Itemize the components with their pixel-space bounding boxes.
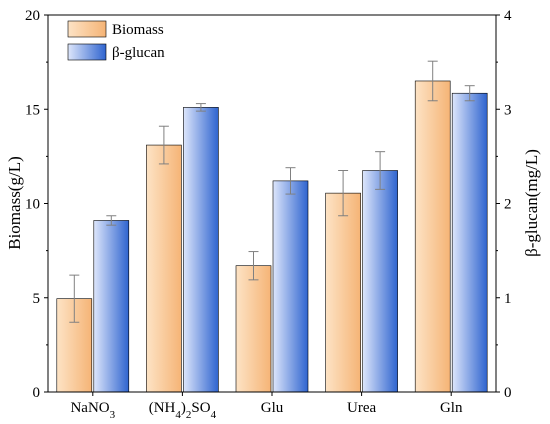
- x-tick-label-0: NaNO3: [70, 400, 115, 421]
- legend-label-beta-glucan: β-glucan: [112, 45, 165, 61]
- y-right-tick-label-4: 4: [504, 8, 512, 24]
- y-left-tick-label-3: 15: [25, 102, 40, 118]
- legend-swatch-biomass: [67, 20, 107, 38]
- legend: Biomass β-glucan: [67, 20, 165, 61]
- y-right-tick-label-1: 1: [504, 291, 512, 307]
- error-bar-beta-glucan-4: [464, 85, 475, 102]
- error-bar-biomass-4: [427, 60, 438, 102]
- x-tick-label-4: Gln: [440, 400, 463, 416]
- y-left-tick-label-1: 5: [33, 291, 41, 307]
- bars-layer: [56, 80, 488, 393]
- error-bar-beta-glucan-3: [375, 151, 386, 190]
- bar-biomass-4: [414, 80, 451, 393]
- axes-layer: NaNO3 (NH4)2SO4 Glu Urea Gln 0 5 10 15 20 0 1 2 3 4: [25, 8, 512, 421]
- y-axis-left-label: Biomass(g/L): [5, 156, 24, 250]
- y-left-tick-label-4: 20: [25, 8, 40, 24]
- y-axis-right-label: β-glucan(mg/L): [522, 149, 541, 257]
- bar-beta-glucan-1: [183, 107, 219, 393]
- legend-label-biomass: Biomass: [112, 22, 164, 38]
- y-right-tick-label-2: 2: [504, 197, 512, 213]
- error-bar-biomass-2: [248, 251, 259, 281]
- error-bar-biomass-0: [69, 274, 80, 323]
- bar-biomass-2: [235, 265, 272, 393]
- y-left-tick-label-0: 0: [33, 385, 41, 401]
- error-bar-beta-glucan-0: [106, 215, 117, 226]
- bar-beta-glucan-0: [93, 220, 130, 393]
- legend-swatch-beta-glucan: [67, 43, 107, 61]
- error-bar-beta-glucan-1: [195, 103, 206, 112]
- y-right-tick-label-0: 0: [504, 385, 512, 401]
- bar-biomass-1: [146, 144, 182, 393]
- bar-beta-glucan-4: [451, 92, 488, 393]
- bar-biomass-3: [325, 192, 361, 393]
- y-right-tick-label-3: 3: [504, 102, 512, 118]
- bar-beta-glucan-2: [272, 180, 309, 393]
- y-left-tick-label-2: 10: [25, 197, 40, 213]
- x-tick-label-2: Glu: [261, 400, 284, 416]
- x-tick-label-3: Urea: [347, 400, 376, 416]
- error-bar-biomass-3: [338, 170, 349, 217]
- error-bar-biomass-1: [158, 125, 169, 165]
- error-bar-beta-glucan-2: [285, 167, 296, 195]
- x-tick-label-1: (NH4)2SO4: [149, 400, 217, 421]
- bar-beta-glucan-3: [362, 170, 398, 393]
- error-bars-layer: [69, 60, 475, 323]
